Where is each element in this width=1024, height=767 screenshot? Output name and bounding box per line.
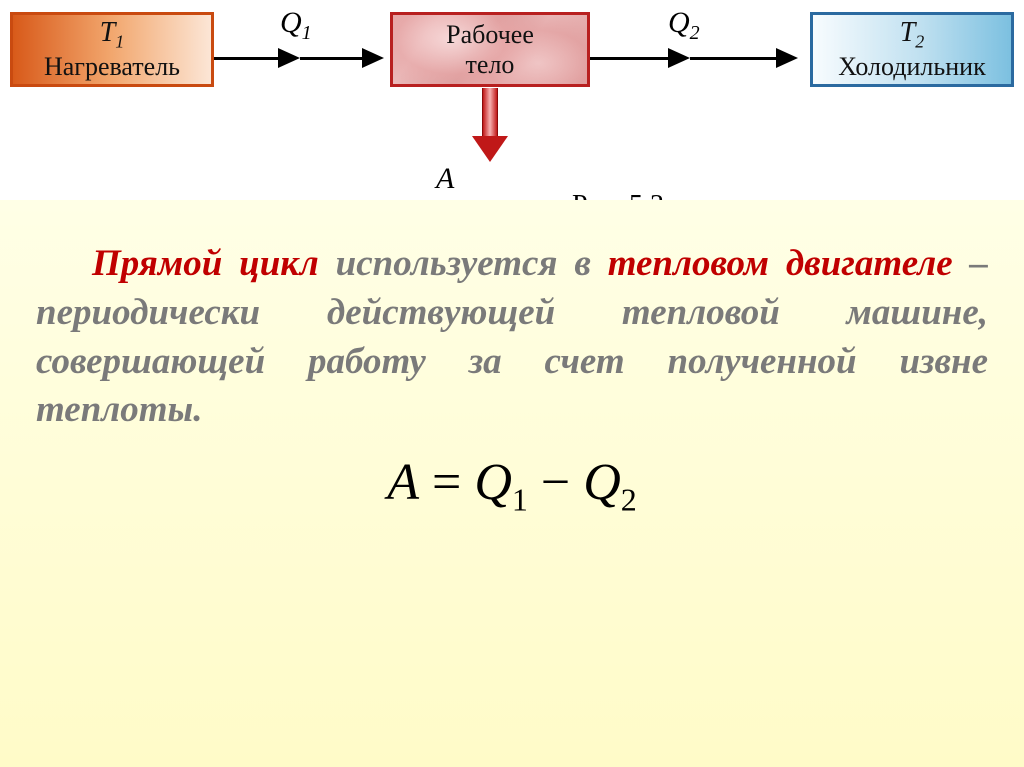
heat-engine-diagram: T1 Нагреватель Q1 Рабочее тело Q2 T2 Хол… bbox=[0, 0, 1024, 200]
term-heat-engine: тепловом двигателе bbox=[608, 243, 953, 284]
heater-box: T1 Нагреватель bbox=[10, 12, 214, 87]
heater-temp-symbol: T bbox=[100, 17, 116, 48]
work-formula: A = Q1 − Q2 bbox=[36, 453, 988, 518]
q1-label: Q1 bbox=[280, 6, 312, 45]
heater-label: Нагреватель bbox=[44, 52, 180, 82]
arrow-q1 bbox=[214, 48, 390, 68]
cooler-temperature: T2 bbox=[900, 17, 925, 53]
working-body-label: Рабочее тело bbox=[446, 20, 534, 80]
text-area: Прямой цикл используется в тепловом двиг… bbox=[0, 200, 1024, 767]
description-paragraph: Прямой цикл используется в тепловом двиг… bbox=[36, 240, 988, 435]
cooler-temp-symbol: T bbox=[900, 17, 916, 48]
working-body-box: Рабочее тело bbox=[390, 12, 590, 87]
work-label: A bbox=[436, 162, 454, 196]
term-direct-cycle: Прямой цикл bbox=[92, 243, 319, 284]
heater-temp-sub: 1 bbox=[115, 31, 124, 51]
cooler-box: T2 Холодильник bbox=[810, 12, 1014, 87]
q2-label: Q2 bbox=[668, 6, 700, 45]
cooler-label: Холодильник bbox=[838, 52, 985, 82]
work-arrow bbox=[479, 88, 501, 162]
arrow-q2 bbox=[590, 48, 810, 68]
cooler-temp-sub: 2 bbox=[915, 31, 924, 51]
heater-temperature: T1 bbox=[100, 17, 125, 53]
